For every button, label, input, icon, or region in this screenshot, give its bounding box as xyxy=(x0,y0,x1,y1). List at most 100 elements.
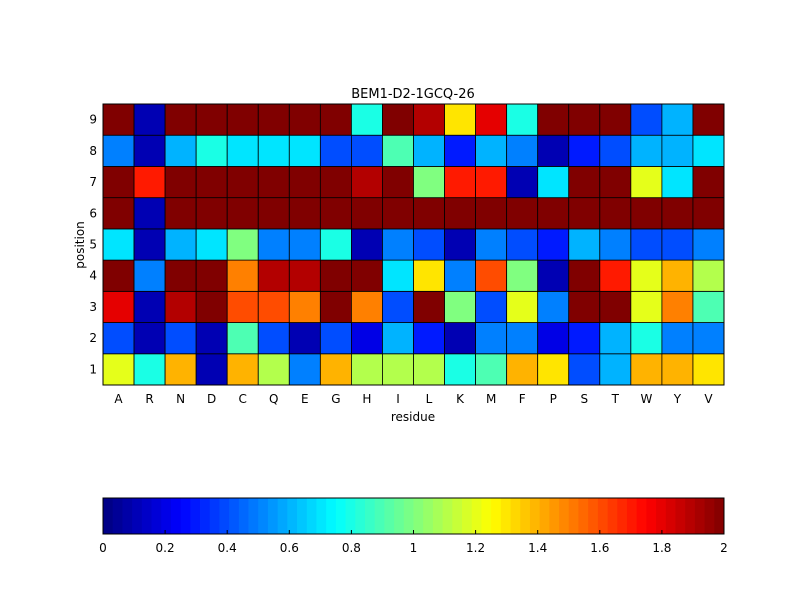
x-tick-label: T xyxy=(611,392,620,406)
colorbar-strip xyxy=(112,498,123,534)
heatmap-cell-Q-9 xyxy=(257,103,290,136)
heatmap-cell-F-8 xyxy=(506,134,539,167)
heatmap-cell-K-3 xyxy=(444,290,476,323)
heatmap-cell-I-2 xyxy=(382,322,414,355)
heatmap-cell-C-7 xyxy=(226,166,259,199)
colorbar-strip xyxy=(636,498,647,534)
heatmap-cell-E-8 xyxy=(288,134,321,167)
heatmap-cell-V-4 xyxy=(692,259,725,292)
heatmap-cell-N-2 xyxy=(164,322,197,355)
x-axis-label: residue xyxy=(391,410,435,424)
colorbar-strip xyxy=(597,498,608,534)
heatmap-cell-L-8 xyxy=(413,134,445,167)
colorbar-strip xyxy=(413,498,424,534)
colorbar-strip xyxy=(578,498,589,534)
colorbar-strip xyxy=(170,498,182,534)
colorbar-tick-labels: 0 0.2 0.4 0.6 0.8 1 1.2 1.4 1.6 1.8 2 xyxy=(99,530,728,555)
heatmap-cell-R-1 xyxy=(133,353,166,386)
colorbar-tick-label: 1.4 xyxy=(528,541,547,555)
heatmap-cell-Q-4 xyxy=(257,259,290,292)
heatmap-cell-C-5 xyxy=(226,228,259,261)
colorbar-tick-label: 1.2 xyxy=(466,541,485,555)
y-tick-label: 1 xyxy=(89,362,97,376)
colorbar-strip xyxy=(229,498,240,534)
heatmap-cell-L-9 xyxy=(413,103,445,136)
heatmap-cell-N-3 xyxy=(164,290,197,323)
heatmap-cell-T-1 xyxy=(599,353,632,386)
heatmap-cell-C-1 xyxy=(226,353,259,386)
heatmap-cell-Y-3 xyxy=(661,290,694,323)
x-tick-label: S xyxy=(580,392,588,406)
x-tick-label: Y xyxy=(673,392,682,406)
heatmap-cell-S-7 xyxy=(568,166,601,199)
colorbar-strip xyxy=(316,498,327,534)
colorbar-strip xyxy=(423,498,434,534)
colorbar-strip xyxy=(297,498,308,534)
y-tick-label: 8 xyxy=(89,144,97,158)
heatmap-cell-Y-4 xyxy=(661,259,694,292)
heatmap-cell-S-8 xyxy=(568,134,601,167)
heatmap-cell-Q-5 xyxy=(257,228,290,261)
colorbar-strip xyxy=(656,498,667,534)
heatmap-cell-D-7 xyxy=(195,166,228,199)
heatmap-cell-A-9 xyxy=(102,103,135,136)
y-axis-label: position xyxy=(73,221,87,269)
heatmap-cell-A-8 xyxy=(102,134,135,167)
heatmap-cell-E-6 xyxy=(288,197,321,230)
heatmap-cell-Q-3 xyxy=(257,290,290,323)
heatmap-cell-I-3 xyxy=(382,290,414,323)
heatmap-cell-T-6 xyxy=(599,197,632,230)
heatmap-cell-D-8 xyxy=(195,134,228,167)
heatmap-cell-G-8 xyxy=(319,134,352,167)
colorbar-strip xyxy=(219,498,230,534)
heatmap-cell-N-1 xyxy=(164,353,197,386)
plot-frame xyxy=(102,103,725,386)
heatmap-cell-R-4 xyxy=(133,259,166,292)
colorbar-strip xyxy=(151,498,162,534)
colorbar: 0 0.2 0.4 0.6 0.8 1 1.2 1.4 1.6 1.8 2 xyxy=(99,497,728,555)
colorbar-strip xyxy=(267,498,279,534)
heatmap-cell-Y-5 xyxy=(661,228,694,261)
colorbar-strip xyxy=(607,498,618,534)
x-tick-label: F xyxy=(519,392,526,406)
heatmap-cell-G-7 xyxy=(319,166,352,199)
heatmap-cell-I-7 xyxy=(382,166,414,199)
heatmap-cell-Y-7 xyxy=(661,166,694,199)
heatmap-cell-E-3 xyxy=(288,290,321,323)
heatmap-cell-I-9 xyxy=(382,103,414,136)
colorbar-tick-label: 0.6 xyxy=(280,541,299,555)
heatmap-cell-E-1 xyxy=(288,353,321,386)
colorbar-strip xyxy=(161,498,172,534)
heatmap-cell-K-8 xyxy=(444,134,476,167)
heatmap-cell-S-3 xyxy=(568,290,601,323)
heatmap-cell-G-4 xyxy=(319,259,352,292)
colorbar-tick-label: 0.4 xyxy=(218,541,237,555)
heatmap-cell-S-9 xyxy=(568,103,601,136)
heatmap-cell-M-2 xyxy=(475,322,508,355)
heatmap-cell-H-4 xyxy=(350,259,383,292)
colorbar-strip xyxy=(345,498,356,534)
heatmap-cell-D-3 xyxy=(195,290,228,323)
heatmap-cell-M-3 xyxy=(475,290,508,323)
colorbar-strip xyxy=(704,498,715,534)
heatmap-cell-F-9 xyxy=(506,103,539,136)
x-tick-label: D xyxy=(207,392,216,406)
colorbar-strip xyxy=(646,498,657,534)
heatmap-cell-C-2 xyxy=(226,322,259,355)
heatmap-cell-N-5 xyxy=(164,228,197,261)
heatmap-cell-F-1 xyxy=(506,353,539,386)
colorbar-strip xyxy=(248,498,259,534)
y-tick-label: 4 xyxy=(89,269,97,283)
heatmap-cell-H-1 xyxy=(350,353,383,386)
heatmap-cell-N-6 xyxy=(164,197,197,230)
colorbar-tick-label: 2 xyxy=(720,541,728,555)
heatmap-cell-I-4 xyxy=(382,259,414,292)
heatmap-cell-K-2 xyxy=(444,322,476,355)
colorbar-strip xyxy=(714,498,725,534)
colorbar-strip xyxy=(442,498,453,534)
colorbar-strip xyxy=(529,498,541,534)
x-tick-label: K xyxy=(456,392,465,406)
colorbar-strip xyxy=(132,498,143,534)
heatmap-cell-G-9 xyxy=(319,103,352,136)
